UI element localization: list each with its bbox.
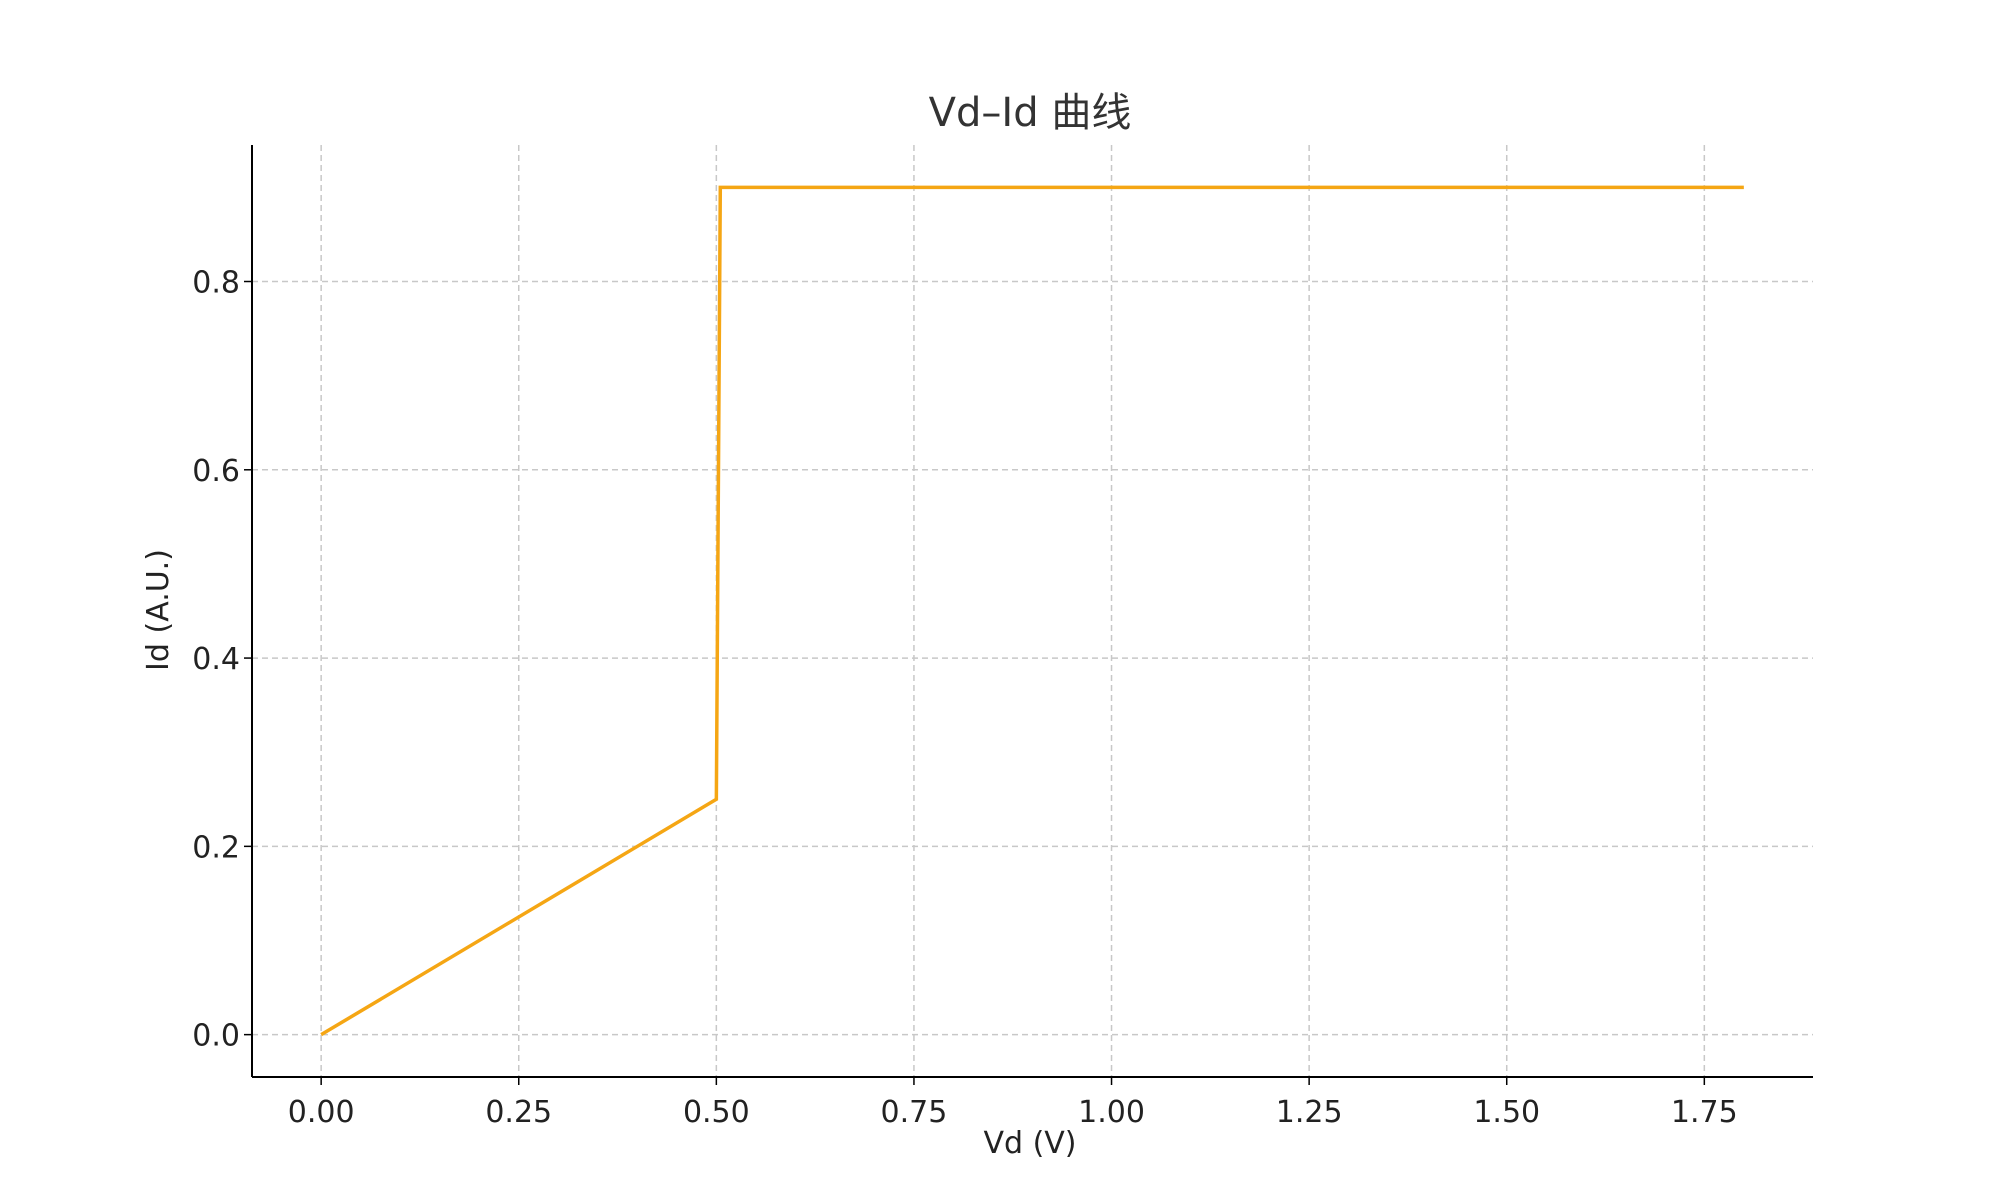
y-tick-label-3: 0.6: [192, 454, 240, 489]
series-layer: [320, 185, 1744, 1037]
grid-layer: [252, 145, 1813, 1077]
x-tick-label-3: 0.75: [881, 1095, 948, 1130]
ticks-layer: 0.00 0.25 0.50 0.75 1.00 1.25 1.50 1.75 0.0 0.2 0.…: [192, 266, 1737, 1130]
x-axis-label: Vd (V): [983, 1126, 1076, 1161]
x-tick-label-4: 1.00: [1078, 1095, 1145, 1130]
y-axis-label: Id (A.U.): [141, 549, 176, 671]
x-tick-label-1: 0.25: [485, 1095, 552, 1130]
y-tick-label-4: 0.8: [192, 266, 240, 301]
x-tick-label-6: 1.50: [1473, 1095, 1540, 1130]
y-tick-label-1: 0.2: [192, 830, 240, 865]
x-tick-label-0: 0.00: [288, 1095, 355, 1130]
x-tick-label-2: 0.50: [683, 1095, 750, 1130]
axes-layer: [251, 145, 1813, 1078]
x-tick-label-5: 1.25: [1276, 1095, 1343, 1130]
y-tick-label-2: 0.4: [192, 642, 240, 677]
y-tick-label-0: 0.0: [192, 1019, 240, 1054]
series-line-0: [320, 185, 1744, 1037]
chart-title: Vd–Id 曲线: [929, 90, 1132, 136]
x-tick-label-7: 1.75: [1671, 1095, 1738, 1130]
